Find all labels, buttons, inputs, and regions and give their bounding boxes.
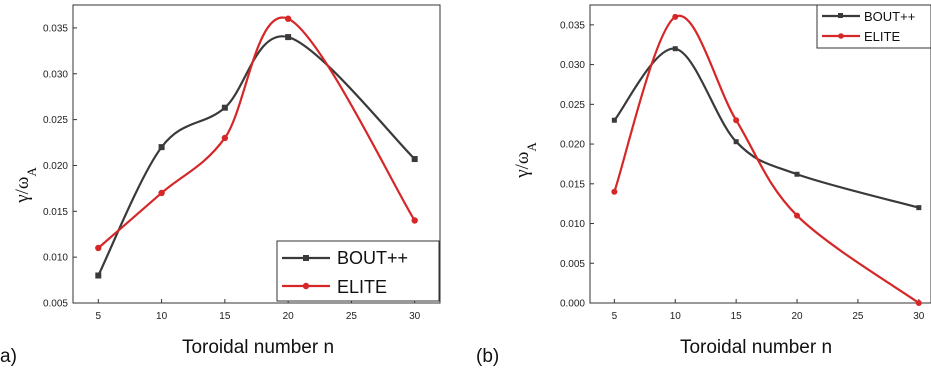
- data-point-elite: [284, 15, 292, 22]
- plot-frame: [72, 4, 441, 304]
- x-tick-label: 10: [156, 311, 168, 322]
- data-point-bout: [611, 117, 617, 123]
- data-point-elite: [672, 13, 679, 20]
- data-point-bout: [221, 104, 228, 111]
- data-point-bout: [285, 34, 292, 41]
- panel-label: (b): [476, 346, 499, 367]
- y-axis: 0.005 0.010 0.015 0.020 0.025 0.030 0.035: [43, 23, 77, 310]
- x-tick-label: 15: [731, 311, 743, 322]
- y-tick-label: 0.030: [43, 69, 68, 80]
- legend-box: [816, 4, 931, 49]
- y-tick-label: 0.020: [560, 140, 585, 151]
- y-axis-label: γ/ωA: [512, 142, 539, 179]
- x-tick-label: 15: [219, 311, 231, 322]
- data-point-bout: [411, 156, 418, 163]
- y-tick-label: 0.025: [560, 100, 585, 111]
- series-layer: [95, 15, 418, 279]
- y-tick-label: 0.010: [560, 219, 585, 230]
- x-tick-label: 5: [96, 311, 102, 322]
- x-axis-label: Toroidal number n: [182, 337, 334, 358]
- y-axis-label: γ/ωA: [12, 167, 39, 204]
- data-point-bout: [794, 171, 800, 177]
- legend-marker-bout: [838, 13, 843, 18]
- data-point-bout: [158, 144, 165, 151]
- y-tick-label: 0.005: [43, 299, 68, 310]
- x-tick-label: 25: [346, 311, 358, 322]
- y-tick-label: 0.015: [560, 179, 585, 190]
- legend-label-elite: ELITE: [337, 277, 387, 297]
- y-tick-label: 0.015: [43, 207, 68, 218]
- series-line-elite: [97, 16, 416, 249]
- plot-frame: [589, 4, 931, 304]
- legend: BOUT++ ELITE: [816, 4, 931, 49]
- y-tick-label: 0.010: [43, 253, 68, 264]
- legend: BOUT++ ELITE: [276, 240, 440, 302]
- legend-label-bout: BOUT++: [337, 248, 408, 268]
- data-point-bout: [916, 205, 922, 211]
- data-point-elite: [733, 117, 740, 124]
- series-line-elite: [613, 14, 920, 304]
- x-axis-label: Toroidal number n: [680, 337, 832, 358]
- data-point-elite: [915, 300, 922, 306]
- y-tick-label: 0.000: [560, 299, 585, 310]
- legend-item-elite: ELITE: [282, 277, 387, 297]
- y-tick-label: 0.025: [43, 115, 68, 126]
- series-layer: [611, 13, 922, 306]
- y-tick-label: 0.020: [43, 161, 68, 172]
- chart-b: 0.000 0.005 0.010 0.015 0.020 0.025 0.030 0.035…: [476, 4, 931, 367]
- x-tick-label: 30: [409, 311, 421, 322]
- data-point-bout: [672, 46, 678, 52]
- legend-marker-elite: [838, 33, 844, 39]
- legend-item-bout: BOUT++: [822, 9, 915, 24]
- legend-label-elite: ELITE: [864, 29, 900, 44]
- data-point-elite: [794, 212, 801, 219]
- y-tick-label: 0.005: [560, 259, 585, 270]
- series-line-bout: [97, 35, 416, 276]
- x-axis: 5 10 15 20 25 30: [96, 299, 421, 322]
- y-tick-label: 0.030: [560, 60, 585, 71]
- legend-box: [276, 240, 440, 302]
- legend-marker-bout: [303, 255, 309, 261]
- series-line-bout: [613, 47, 920, 209]
- data-point-elite: [95, 244, 102, 252]
- x-tick-label: 20: [283, 311, 295, 322]
- data-point-elite: [221, 134, 229, 142]
- legend-item-elite: ELITE: [822, 29, 900, 44]
- data-point-elite: [158, 189, 165, 197]
- x-tick-label: 30: [913, 311, 925, 322]
- y-tick-label: 0.035: [43, 23, 68, 34]
- chart-a: 0.005 0.010 0.015 0.020 0.025 0.030 0.035 5 10 1…: [0, 4, 441, 367]
- x-tick-label: 10: [670, 311, 682, 322]
- legend-item-bout: BOUT++: [282, 248, 408, 268]
- panel-label: a): [0, 346, 17, 367]
- x-tick-label: 25: [852, 311, 864, 322]
- y-tick-label: 0.035: [560, 20, 585, 31]
- y-axis: 0.000 0.005 0.010 0.015 0.020 0.025 0.030 0.035: [560, 20, 594, 310]
- legend-marker-elite: [302, 282, 310, 290]
- data-point-bout: [95, 272, 102, 279]
- data-point-elite: [611, 188, 618, 195]
- x-axis: 5 10 15 20 25 30: [612, 299, 925, 322]
- data-point-elite: [411, 217, 418, 224]
- x-tick-label: 20: [791, 311, 803, 322]
- x-tick-label: 5: [612, 311, 618, 322]
- legend-label-bout: BOUT++: [864, 9, 915, 24]
- data-point-bout: [733, 139, 739, 145]
